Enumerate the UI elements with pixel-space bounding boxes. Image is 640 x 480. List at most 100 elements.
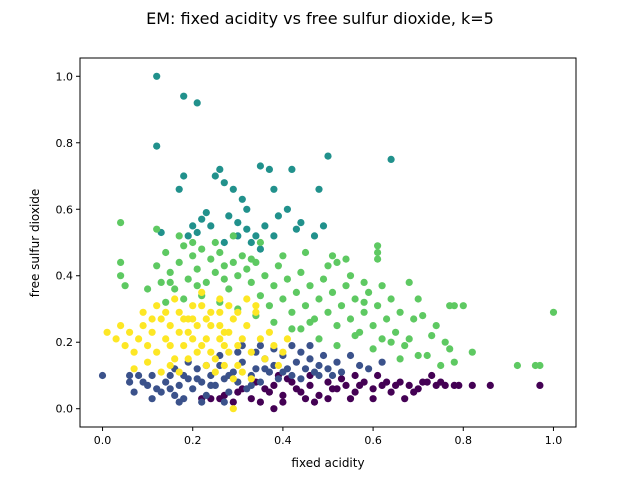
scatter-point [337, 368, 346, 376]
scatter-point [459, 302, 467, 310]
scatter-point [437, 361, 445, 370]
plot-frame [79, 57, 577, 428]
scatter-point [265, 388, 273, 396]
scatter-point [184, 232, 192, 240]
scatter-point [148, 328, 156, 336]
scatter-point [450, 358, 458, 366]
scatter-point [328, 385, 337, 393]
scatter-point [297, 375, 305, 383]
scatter-point [392, 328, 400, 336]
scatter-point [207, 308, 215, 316]
scatter-point [279, 398, 287, 406]
scatter-point [351, 332, 359, 340]
scatter-point [306, 318, 314, 326]
scatter-point [211, 238, 219, 247]
scatter-point [301, 302, 310, 310]
scatter-point [270, 318, 278, 326]
scatter-point [117, 272, 125, 280]
scatter-point [486, 381, 494, 389]
scatter-point [324, 378, 332, 386]
scatter-point [243, 265, 251, 273]
scatter-point [126, 371, 134, 380]
scatter-point [184, 328, 192, 336]
scatter-point [256, 245, 264, 253]
scatter-point [202, 278, 210, 286]
scatter-point [211, 368, 219, 376]
scatter-point [193, 365, 201, 373]
scatter-point [396, 355, 404, 363]
scatter-point [392, 381, 400, 389]
scatter-point [180, 92, 188, 100]
scatter-point [256, 335, 264, 343]
scatter-point [229, 375, 237, 383]
scatter-point [310, 398, 319, 406]
scatter-point [356, 381, 364, 389]
scatter-point [265, 328, 273, 336]
scatter-point [220, 179, 228, 187]
scatter-point [274, 262, 282, 270]
scatter-point [193, 375, 201, 383]
scatter-point [189, 335, 197, 343]
scatter-point [374, 371, 382, 380]
scatter-point [243, 322, 251, 330]
scatter-point [324, 152, 332, 160]
scatter-point [130, 348, 138, 356]
scatter-point [157, 278, 165, 286]
scatter-point [360, 308, 368, 316]
scatter-point [342, 381, 350, 389]
scatter-point [207, 348, 215, 356]
scatter-point [193, 265, 201, 273]
scatter-point [148, 395, 156, 403]
scatter-point [189, 222, 197, 230]
scatter-point [220, 342, 228, 350]
scatter-point [270, 342, 278, 350]
scatter-point [189, 238, 197, 247]
scatter-point [162, 378, 170, 386]
scatter-point [306, 282, 314, 290]
scatter-point [225, 302, 233, 310]
scatter-point [211, 355, 219, 363]
y-axis-ticks: 0.0 0.2 0.4 0.6 0.8 1.0 [56, 70, 80, 416]
x-tick-label: 0.4 [274, 434, 292, 447]
scatter-point [211, 268, 219, 276]
scatter-point [189, 385, 197, 393]
scatter-point [238, 252, 246, 260]
scatter-point [256, 238, 264, 247]
scatter-point [175, 258, 183, 266]
y-tick-label: 1.0 [56, 70, 74, 83]
scatter-point [301, 248, 310, 257]
scatter-point [279, 391, 287, 399]
scatter-point [193, 99, 201, 107]
points-layer [98, 72, 558, 413]
scatter-point [189, 252, 197, 260]
scatter-point [166, 361, 174, 370]
scatter-point [153, 142, 161, 150]
scatter-point [130, 365, 138, 373]
scatter-point [292, 385, 300, 393]
scatter-point [441, 338, 449, 346]
scatter-point [121, 282, 129, 290]
scatter-point [202, 209, 210, 217]
scatter-point [202, 391, 210, 399]
scatter-point [162, 298, 170, 306]
scatter-point [171, 295, 179, 303]
scatter-point [351, 371, 359, 380]
scatter-point [198, 302, 206, 310]
scatter-point [337, 302, 346, 310]
scatter-point [274, 212, 282, 220]
scatter-point [157, 368, 165, 376]
scatter-point [166, 278, 174, 286]
scatter-point [166, 322, 174, 330]
scatter-point [202, 335, 210, 343]
scatter-point [121, 342, 129, 350]
scatter-point [184, 275, 192, 283]
scatter-point [247, 375, 255, 383]
scatter-point [198, 245, 206, 253]
scatter-point [288, 325, 296, 333]
scatter-point [369, 322, 377, 330]
y-tick-label: 0.0 [56, 403, 74, 416]
scatter-point [283, 335, 291, 343]
scatter-point [283, 275, 291, 283]
scatter-point [333, 342, 341, 350]
